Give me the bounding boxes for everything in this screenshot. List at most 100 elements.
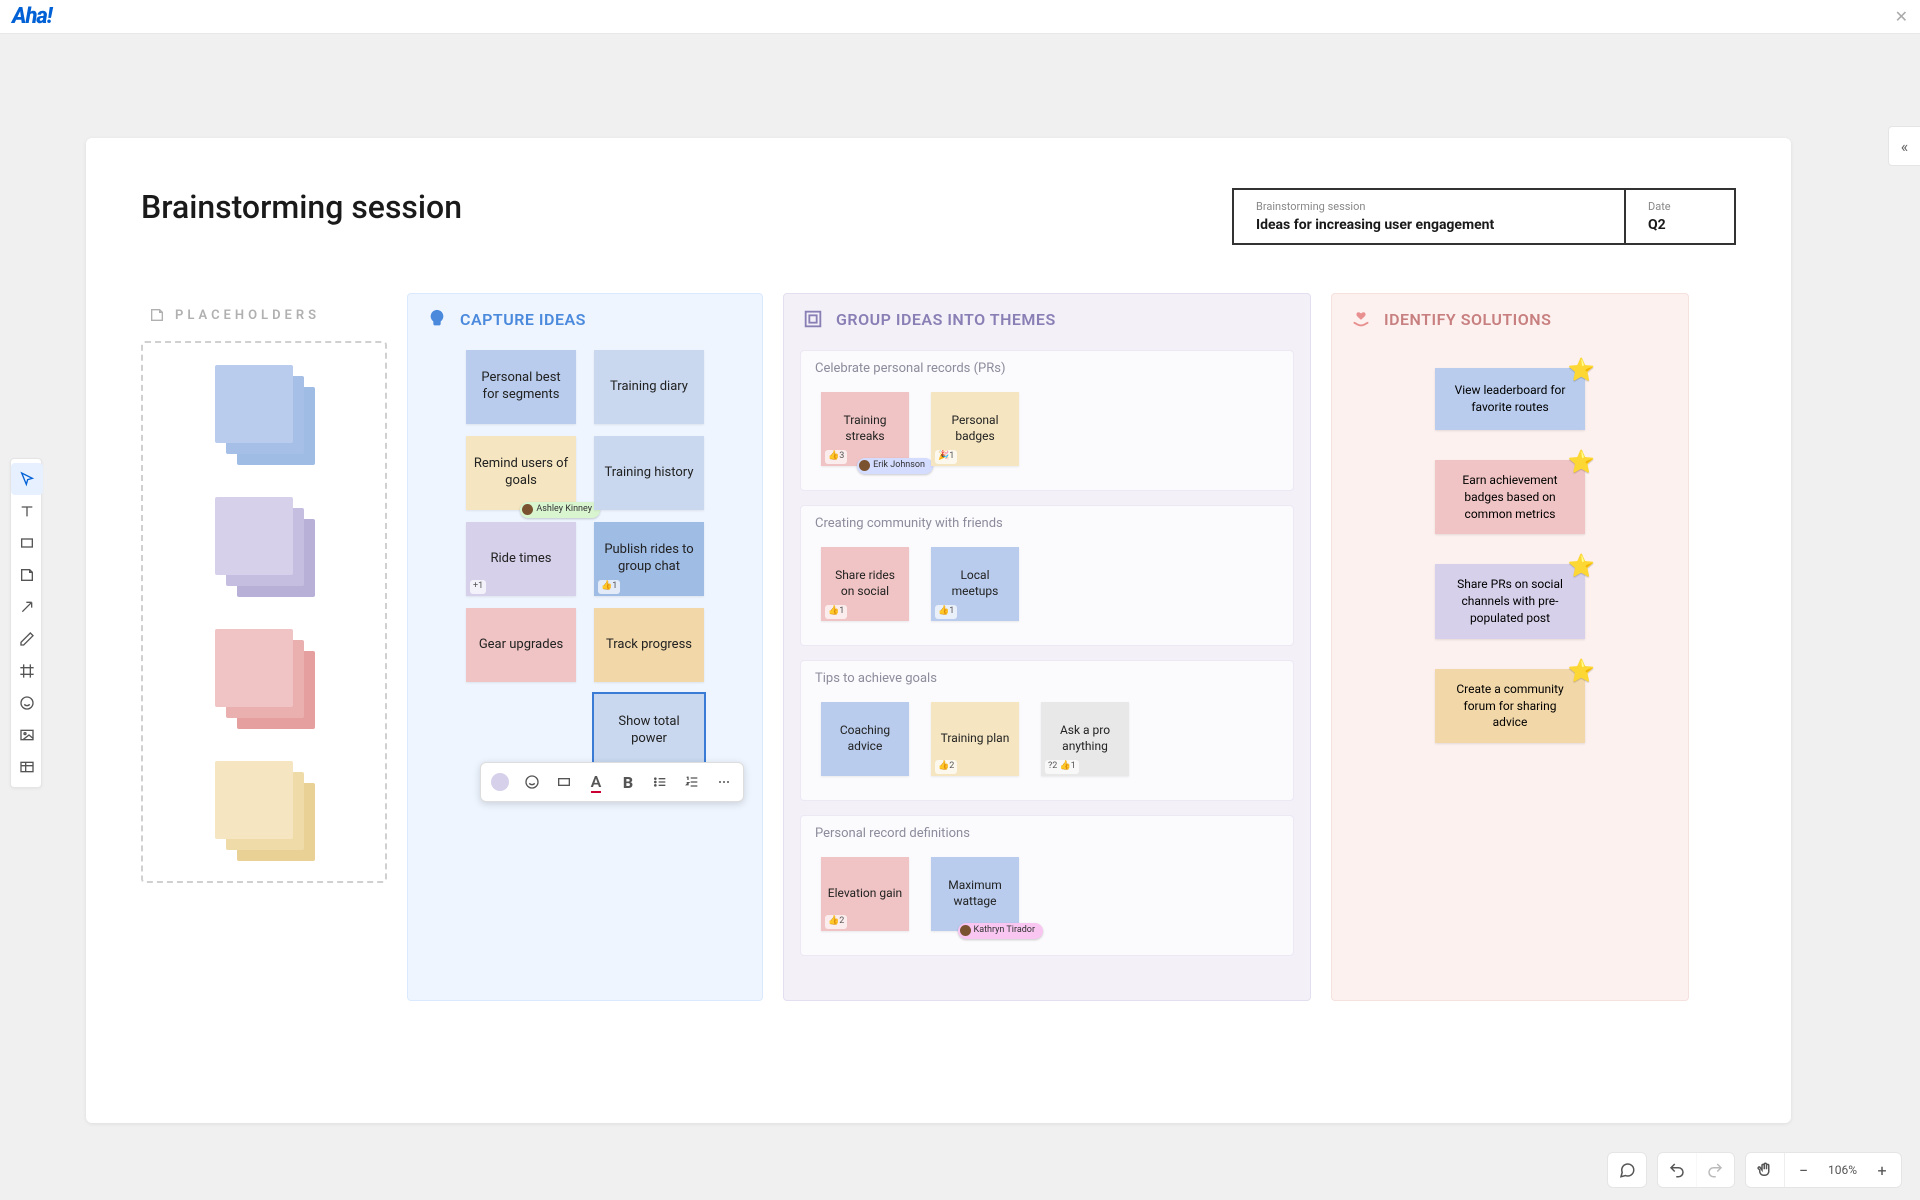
- image-tool[interactable]: [11, 719, 43, 751]
- sticky-note[interactable]: Ask a pro anything?2 👍1: [1041, 702, 1129, 776]
- star-icon: ⭐: [1568, 448, 1595, 479]
- placeholders-column: PLACEHOLDERS: [141, 293, 387, 1001]
- sticky-note[interactable]: Coaching advice: [821, 702, 909, 776]
- sticky-note[interactable]: Publish rides to group chat👍1: [594, 522, 704, 596]
- brand-logo: Aha!: [12, 4, 52, 29]
- pencil-tool[interactable]: [11, 623, 43, 655]
- note-stack[interactable]: [215, 497, 313, 595]
- pan-button[interactable]: [1746, 1153, 1784, 1187]
- theme-title: Tips to achieve goals: [801, 661, 1293, 696]
- sticky-note[interactable]: Share rides on social👍1: [821, 547, 909, 621]
- reaction-badge[interactable]: 👍1: [825, 605, 847, 619]
- reaction-badge[interactable]: +1: [470, 580, 486, 594]
- table-tool[interactable]: [11, 751, 43, 783]
- text-color-button[interactable]: A: [581, 767, 611, 797]
- theme-title: Creating community with friends: [801, 506, 1293, 541]
- reaction-badge[interactable]: 👍1: [935, 605, 957, 619]
- note-stack[interactable]: [215, 761, 313, 859]
- session-label: Brainstorming session: [1256, 200, 1602, 213]
- sticky-note[interactable]: Maximum wattageKathryn Tirador: [931, 857, 1019, 931]
- date-label: Date: [1648, 200, 1712, 213]
- capture-title: CAPTURE IDEAS: [460, 310, 586, 329]
- reaction-badge[interactable]: 🎉1: [935, 450, 957, 464]
- sticky-note[interactable]: Ride times+1: [466, 522, 576, 596]
- whiteboard-canvas[interactable]: Brainstorming session Brainstorming sess…: [86, 138, 1791, 1123]
- solution-note[interactable]: View leaderboard for favorite routes⭐: [1435, 368, 1585, 430]
- solution-note[interactable]: Create a community forum for sharing adv…: [1435, 669, 1585, 743]
- star-icon: ⭐: [1568, 356, 1595, 387]
- user-cursor-tag: Ashley Kinney: [520, 502, 600, 518]
- theme-group[interactable]: Personal record definitions Elevation gai…: [800, 815, 1294, 956]
- close-icon[interactable]: ✕: [1895, 7, 1908, 26]
- zoom-level: 106%: [1822, 1163, 1863, 1177]
- solution-note[interactable]: Share PRs on social channels with pre-po…: [1435, 564, 1585, 638]
- sticky-note[interactable]: Training streaks👍3Erik Johnson: [821, 392, 909, 466]
- redo-button[interactable]: [1696, 1153, 1734, 1187]
- shape-button[interactable]: [549, 767, 579, 797]
- color-swatch-button[interactable]: [485, 767, 515, 797]
- sticky-note[interactable]: Track progress: [594, 608, 704, 682]
- numbered-list-button[interactable]: [677, 767, 707, 797]
- left-toolbar: [10, 458, 42, 788]
- sticky-note[interactable]: Personal best for segments: [466, 350, 576, 424]
- note-stack[interactable]: [215, 365, 313, 463]
- themes-column: GROUP IDEAS INTO THEMES Celebrate person…: [783, 293, 1311, 1001]
- reaction-badge[interactable]: 👍1: [598, 580, 620, 594]
- sticky-note[interactable]: Remind users of goalsAshley Kinney: [466, 436, 576, 510]
- star-icon: ⭐: [1568, 657, 1595, 688]
- user-cursor-tag: Kathryn Tirador: [958, 923, 1043, 939]
- zoom-in-button[interactable]: +: [1863, 1153, 1901, 1187]
- reaction-badge[interactable]: 👍2: [935, 760, 957, 774]
- more-button[interactable]: [709, 767, 739, 797]
- reaction-badge[interactable]: 👍2: [825, 915, 847, 929]
- heart-hands-icon: [1350, 308, 1372, 330]
- comments-button[interactable]: [1608, 1153, 1646, 1187]
- sticky-note[interactable]: Personal badges🎉1: [931, 392, 1019, 466]
- themes-title: GROUP IDEAS INTO THEMES: [836, 310, 1056, 329]
- bottom-toolbar: − 106% +: [1597, 1152, 1902, 1188]
- note-format-toolbar: A B: [480, 762, 744, 802]
- sticky-note[interactable]: Show total power: [594, 694, 704, 768]
- solution-note[interactable]: Earn achievement badges based on common …: [1435, 460, 1585, 534]
- theme-title: Celebrate personal records (PRs): [801, 351, 1293, 386]
- sticky-note[interactable]: Training history: [594, 436, 704, 510]
- arrow-tool[interactable]: [11, 591, 43, 623]
- bold-button[interactable]: B: [613, 767, 643, 797]
- reaction-badge[interactable]: 👍3: [825, 450, 847, 464]
- emoji-tool[interactable]: [11, 687, 43, 719]
- reaction-badge[interactable]: ?2 👍1: [1045, 760, 1079, 774]
- placeholders-title: PLACEHOLDERS: [175, 308, 320, 323]
- session-info-box: Brainstorming session Ideas for increasi…: [1232, 188, 1736, 245]
- session-value: Ideas for increasing user engagement: [1256, 217, 1602, 233]
- note-icon: [149, 307, 165, 323]
- theme-group[interactable]: Celebrate personal records (PRs) Training…: [800, 350, 1294, 491]
- bullet-list-button[interactable]: [645, 767, 675, 797]
- emoji-button[interactable]: [517, 767, 547, 797]
- sticky-note[interactable]: Local meetups👍1: [931, 547, 1019, 621]
- frame-tool[interactable]: [11, 655, 43, 687]
- theme-group[interactable]: Creating community with friends Share rid…: [800, 505, 1294, 646]
- user-cursor-tag: Erik Johnson: [857, 458, 933, 474]
- lightbulb-icon: [426, 308, 448, 330]
- solutions-column: IDENTIFY SOLUTIONS View leaderboard for …: [1331, 293, 1689, 1001]
- sticky-note[interactable]: Gear upgrades: [466, 608, 576, 682]
- page-title: Brainstorming session: [141, 188, 462, 226]
- theme-title: Personal record definitions: [801, 816, 1293, 851]
- capture-ideas-column: CAPTURE IDEAS Personal best for segments…: [407, 293, 763, 1001]
- sticky-note[interactable]: Training diary: [594, 350, 704, 424]
- undo-button[interactable]: [1658, 1153, 1696, 1187]
- date-value: Q2: [1648, 217, 1712, 233]
- note-stack[interactable]: [215, 629, 313, 727]
- rectangle-tool[interactable]: [11, 527, 43, 559]
- pointer-tool[interactable]: [11, 463, 43, 495]
- sticky-note[interactable]: Elevation gain👍2: [821, 857, 909, 931]
- sticky-note[interactable]: Training plan👍2: [931, 702, 1019, 776]
- text-tool[interactable]: [11, 495, 43, 527]
- sticky-note-tool[interactable]: [11, 559, 43, 591]
- star-icon: ⭐: [1568, 552, 1595, 583]
- solutions-title: IDENTIFY SOLUTIONS: [1384, 310, 1551, 329]
- frame-icon: [802, 308, 824, 330]
- zoom-out-button[interactable]: −: [1784, 1153, 1822, 1187]
- theme-group[interactable]: Tips to achieve goals Coaching advice Trai…: [800, 660, 1294, 801]
- collapse-panel-button[interactable]: «: [1888, 126, 1920, 166]
